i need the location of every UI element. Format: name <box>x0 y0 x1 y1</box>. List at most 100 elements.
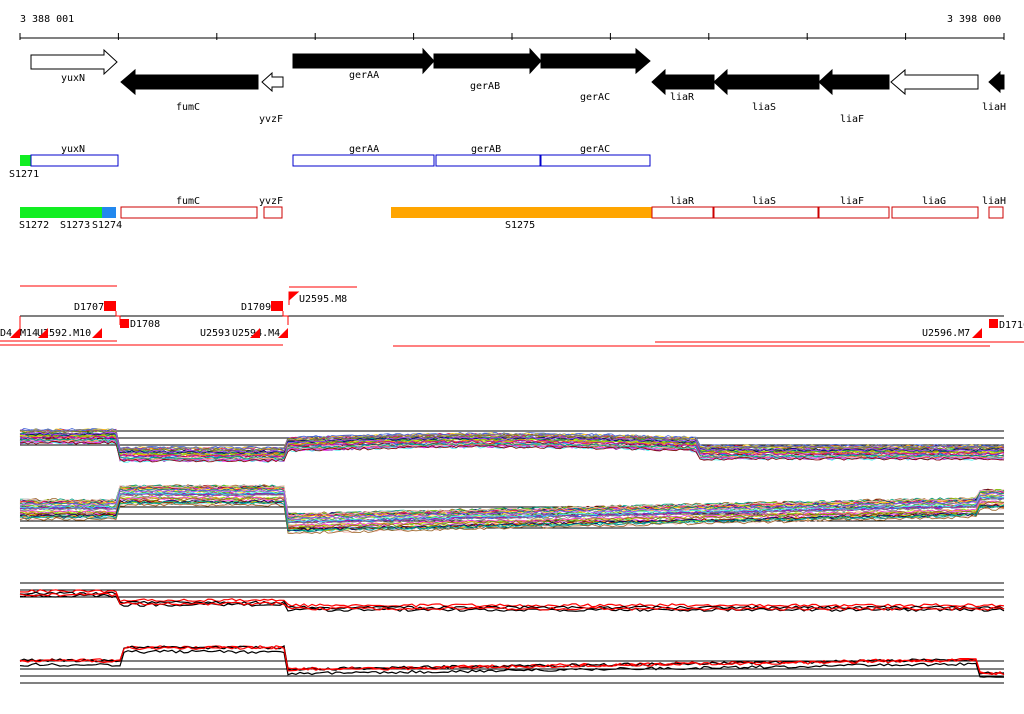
gene-arrow-fumC[interactable] <box>120 68 259 96</box>
segment-label-S1273: S1273 <box>60 220 90 231</box>
minus-box-label-liaG: liaG <box>922 196 946 207</box>
minus-box-liaG[interactable] <box>891 206 979 219</box>
feature-label-M14: M14 <box>20 328 38 339</box>
minus-box-label-yvzF: yvzF <box>259 196 283 207</box>
gene-arrow-gerAC[interactable] <box>540 47 651 75</box>
feature-marker-D1707[interactable] <box>104 301 116 311</box>
segment-S1275[interactable] <box>391 207 652 218</box>
feature-bracket-mid <box>115 311 121 325</box>
minus-box-fumC[interactable] <box>120 206 258 219</box>
gene-arrows: yuxN fumC yvzF gerAA gerAB gerAC liaR li… <box>30 47 1006 125</box>
feature-marker-D1709[interactable] <box>271 301 283 311</box>
profile-line <box>19 592 1005 611</box>
profile-track-lower <box>19 484 1005 535</box>
profile-line <box>19 440 1005 463</box>
gene-label-liaS: liaS <box>752 102 776 113</box>
ruler-start-label: 3 388 001 <box>20 14 74 25</box>
plus-strand-track: S1271 yuxN gerAA gerAB gerAC <box>9 144 651 180</box>
gene-label-yuxN: yuxN <box>61 73 85 84</box>
minus-box-label-liaH: liaH <box>982 196 1006 207</box>
expression-profiles <box>19 427 1005 684</box>
feature-triangle-6 <box>972 328 982 338</box>
plus-box-label-gerAA: gerAA <box>349 144 379 155</box>
summary-track-lower <box>19 644 1005 684</box>
gene-arrow-gerAB[interactable] <box>433 47 542 75</box>
gene-label-gerAA: gerAA <box>349 70 379 81</box>
gene-label-liaR: liaR <box>670 92 695 103</box>
profile-track-upper <box>19 427 1005 463</box>
gene-arrow-liaF[interactable] <box>818 68 890 96</box>
profile-line <box>19 649 1005 678</box>
plus-box-label-yuxN: yuxN <box>61 144 85 155</box>
feature-triangle-2 <box>38 328 48 338</box>
profile-line <box>19 437 1005 460</box>
plus-box-yuxN[interactable] <box>30 154 119 167</box>
gene-arrow-yuxN[interactable] <box>30 48 118 76</box>
feature-label-D1707: D1707 <box>74 302 104 313</box>
gene-label-fumC: fumC <box>176 102 200 113</box>
plus-box-gerAA[interactable] <box>292 154 435 167</box>
plus-box-label-gerAC: gerAC <box>580 144 610 155</box>
profile-line <box>19 488 1005 520</box>
gene-label-yvzF: yvzF <box>259 114 283 125</box>
feature-marker-D1710[interactable] <box>989 319 998 328</box>
gene-arrow-yvzF[interactable] <box>261 71 284 93</box>
feature-label-U2592: U2592.M10 <box>37 328 91 339</box>
feature-marker-D1708[interactable] <box>120 319 129 328</box>
feature-label-U2595: U2595.M8 <box>299 294 347 305</box>
segment-S1274[interactable] <box>102 207 116 218</box>
gene-arrow-liaH[interactable] <box>988 70 1005 94</box>
gene-label-gerAB: gerAB <box>470 81 500 92</box>
profile-line <box>19 500 1005 532</box>
feature-track: D1707 D1709 U2595.M8 D1708 D4 M14 U2592.… <box>0 285 1024 347</box>
feature-bracket-mid2 <box>282 311 289 325</box>
profile-line <box>19 593 1005 612</box>
minus-box-label-liaS: liaS <box>752 196 776 207</box>
minus-box-yvzF[interactable] <box>263 206 283 219</box>
ruler-ticks <box>19 33 1005 40</box>
profile-line <box>19 435 1005 458</box>
feature-flag-U2595[interactable] <box>288 291 300 305</box>
minus-box-liaS[interactable] <box>713 206 819 219</box>
gene-arrow-liaG[interactable] <box>890 68 979 96</box>
profile-line <box>19 646 1005 676</box>
plus-box-label-gerAB: gerAB <box>471 144 501 155</box>
profile-line <box>19 431 1005 454</box>
coordinate-ruler: 3 388 001 3 398 000 <box>19 14 1005 40</box>
gene-label-liaF: liaF <box>840 114 864 125</box>
gene-label-liaH: liaH <box>982 102 1006 113</box>
plus-box-gerAC[interactable] <box>540 154 651 167</box>
plus-box-gerAB[interactable] <box>435 154 541 167</box>
minus-box-liaH[interactable] <box>988 206 1004 219</box>
minus-box-liaR[interactable] <box>651 206 714 219</box>
gene-arrow-liaR[interactable] <box>651 68 715 96</box>
profile-line <box>19 487 1005 520</box>
segment-S1272[interactable] <box>20 207 71 218</box>
feature-label-D1708: D1708 <box>130 319 160 330</box>
segment-label-S1272: S1272 <box>19 220 49 231</box>
segment-label-S1271: S1271 <box>9 169 39 180</box>
profile-line <box>19 428 1005 451</box>
minus-box-label-liaR: liaR <box>670 196 695 207</box>
minus-box-label-liaF: liaF <box>840 196 864 207</box>
gene-arrow-liaS[interactable] <box>713 68 820 96</box>
segment-S1271[interactable] <box>20 155 31 166</box>
gene-arrow-gerAA[interactable] <box>292 47 435 75</box>
feature-triangle-4 <box>250 328 260 338</box>
ruler-end-label: 3 398 000 <box>947 14 1001 25</box>
profile-line <box>19 589 1005 608</box>
feature-triangle-5 <box>278 328 288 338</box>
segment-S1273[interactable] <box>71 207 102 218</box>
minus-box-label-fumC: fumC <box>176 196 200 207</box>
gene-label-gerAC: gerAC <box>580 92 610 103</box>
feature-triangle-1 <box>10 328 20 338</box>
feature-label-D1710: D1710 <box>999 320 1024 331</box>
segment-label-S1275: S1275 <box>505 220 535 231</box>
feature-label-D1709: D1709 <box>241 302 271 313</box>
feature-label-D4: D4 <box>0 328 12 339</box>
feature-triangle-3 <box>92 328 102 338</box>
profile-line <box>19 493 1005 525</box>
minus-box-liaF[interactable] <box>818 206 890 219</box>
feature-label-U2596: U2596.M7 <box>922 328 970 339</box>
